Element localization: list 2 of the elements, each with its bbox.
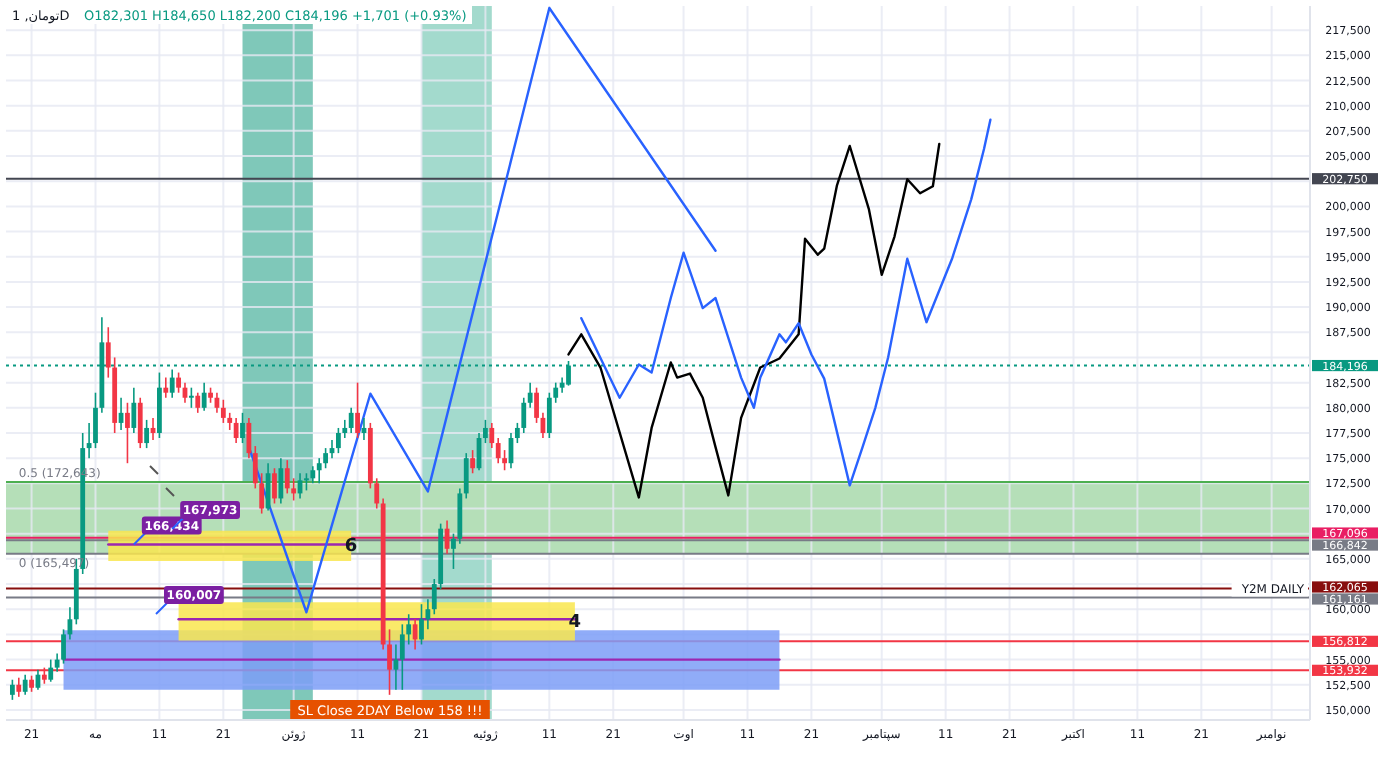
annotation: 4 (568, 613, 582, 634)
annotation: 6 (344, 537, 358, 558)
